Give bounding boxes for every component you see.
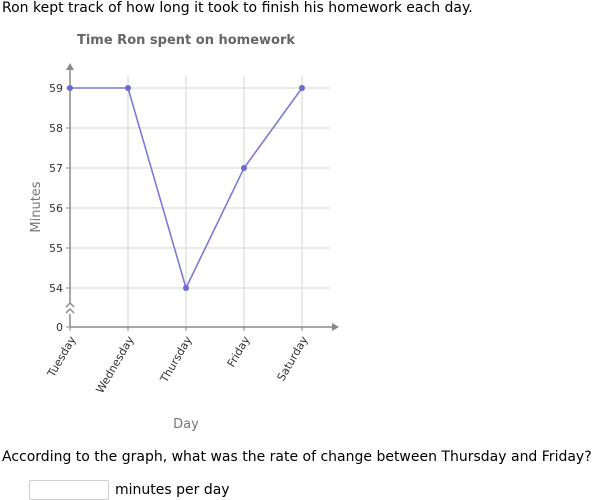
- grid-lines: [70, 76, 330, 327]
- y-axis-label: Minutes: [29, 181, 44, 232]
- data-point-wednesday: [125, 85, 131, 91]
- x-tick-saturday: Saturday: [275, 334, 311, 384]
- x-axis-label: Day: [173, 417, 199, 432]
- answer-row: minutes per day: [29, 480, 230, 500]
- answer-input[interactable]: [29, 480, 109, 500]
- data-point-saturday: [299, 85, 305, 91]
- y-axis-arrow: [66, 63, 74, 70]
- x-tick-friday: Friday: [225, 334, 253, 370]
- data-point-friday: [241, 165, 247, 171]
- answer-unit: minutes per day: [115, 482, 230, 498]
- y-tick-55: 55: [49, 242, 63, 255]
- problem-intro: Ron kept track of how long it took to fi…: [2, 0, 473, 16]
- x-tick-wednesday: Wednesday: [93, 334, 136, 396]
- data-point-tuesday: [67, 85, 73, 91]
- data-point-thursday: [183, 285, 189, 291]
- y-tick-56: 56: [49, 202, 63, 215]
- y-tick-54: 54: [49, 282, 63, 295]
- y-tick-labels: 0 54 55 56 57 58 59: [49, 82, 63, 334]
- x-tick-thursday: Thursday: [157, 334, 195, 386]
- axis-break-top: [65, 301, 75, 308]
- y-tick-57: 57: [49, 162, 63, 175]
- line-chart: Time Ron spent on homework 0 54 55 56 57 58 59…: [29, 33, 339, 432]
- axes: [65, 63, 339, 331]
- y-tick-59: 59: [49, 82, 63, 95]
- x-tick-labels: Tuesday Wednesday Thursday Friday Saturday: [44, 334, 310, 396]
- question-text: According to the graph, what was the rat…: [2, 449, 592, 465]
- axis-break-bottom: [65, 307, 75, 314]
- x-axis-arrow: [332, 323, 339, 331]
- x-tick-tuesday: Tuesday: [44, 334, 78, 381]
- y-tick-58: 58: [49, 122, 63, 135]
- y-tick-0: 0: [56, 321, 63, 334]
- series-minutes: [67, 85, 305, 291]
- chart-title: Time Ron spent on homework: [77, 33, 295, 48]
